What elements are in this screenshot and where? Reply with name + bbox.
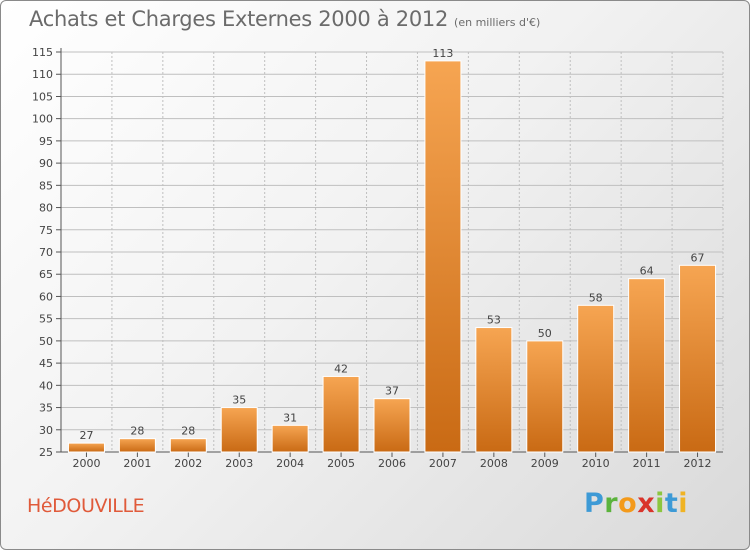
- y-tick-label: 110: [32, 68, 53, 81]
- proxiti-logo: Proxiti: [584, 488, 688, 519]
- bar-2006: [373, 398, 411, 453]
- x-tick-label: 2003: [225, 457, 253, 470]
- bar-2002: [169, 438, 207, 453]
- value-label: 27: [79, 429, 93, 442]
- value-label: 58: [589, 291, 603, 304]
- x-tick-label: 2011: [633, 457, 661, 470]
- x-tick-label: 2009: [531, 457, 559, 470]
- value-label: 28: [181, 425, 195, 438]
- y-tick-label: 95: [39, 135, 53, 148]
- value-label: 64: [640, 265, 654, 278]
- commune-name: HéDOUVILLE: [27, 495, 145, 517]
- y-tick-label: 45: [39, 357, 53, 370]
- value-label: 28: [130, 425, 144, 438]
- y-tick-label: 85: [39, 179, 53, 192]
- value-label: 53: [487, 314, 501, 327]
- y-tick-label: 35: [39, 402, 53, 415]
- x-tick-label: 2012: [684, 457, 712, 470]
- chart-title: Achats et Charges Externes 2000 à 2012 (e…: [29, 7, 540, 31]
- bar-2005: [322, 375, 360, 453]
- y-tick-label: 115: [32, 46, 53, 59]
- logo-letter: i: [655, 488, 665, 519]
- value-label: 113: [432, 47, 453, 60]
- bar-2010: [577, 304, 615, 453]
- bar-2001: [118, 438, 156, 453]
- y-tick-label: 30: [39, 424, 53, 437]
- value-label: 35: [232, 394, 246, 407]
- x-tick-label: 2004: [276, 457, 304, 470]
- bar-2012: [679, 264, 717, 453]
- value-label: 37: [385, 385, 399, 398]
- value-label: 31: [283, 411, 297, 424]
- logo-letter: o: [618, 488, 638, 519]
- y-tick-label: 90: [39, 157, 53, 170]
- y-tick-label: 60: [39, 290, 53, 303]
- axis-layer: 25 30 35 40 45 50 55 60 65 70 75 80 85 90 95 100 105 110 1…: [32, 46, 723, 459]
- bar-2008: [475, 327, 513, 453]
- chart-title-text: Achats et Charges Externes 2000 à 2012: [29, 7, 449, 31]
- bar-2007: [424, 60, 462, 453]
- y-tick-label: 25: [39, 446, 53, 459]
- y-tick-label: 105: [32, 90, 53, 103]
- x-tick-label: 2001: [123, 457, 151, 470]
- y-tick-label: 75: [39, 224, 53, 237]
- logo-letter: r: [604, 488, 619, 519]
- logo-letter: i: [678, 488, 689, 519]
- bar-2003: [220, 407, 258, 453]
- value-label: 50: [538, 327, 552, 340]
- y-tick-label: 40: [39, 379, 53, 392]
- y-tick-label: 55: [39, 313, 53, 326]
- y-tick-label: 70: [39, 246, 53, 259]
- x-tick-label: 2002: [174, 457, 202, 470]
- value-label: 42: [334, 362, 348, 375]
- bar-2009: [526, 340, 564, 453]
- x-tick-label: 2008: [480, 457, 508, 470]
- x-tick-label: 2000: [72, 457, 100, 470]
- y-tick-label: 65: [39, 268, 53, 281]
- chart-unit: (en milliers d'€): [454, 16, 541, 29]
- labels-layer: 27 2000 28 2001 28 2002 35 2003 31 2004 42 2005 37 20…: [72, 47, 711, 470]
- bar-2011: [628, 278, 666, 453]
- x-tick-label: 2005: [327, 457, 355, 470]
- x-tick-label: 2010: [582, 457, 610, 470]
- y-tick-label: 100: [32, 113, 53, 126]
- x-tick-label: 2006: [378, 457, 406, 470]
- logo-letter: t: [664, 488, 679, 519]
- bar-2004: [271, 424, 309, 453]
- value-label: 67: [691, 251, 705, 264]
- bar-2000: [67, 442, 105, 453]
- x-tick-label: 2007: [429, 457, 457, 470]
- logo-letter: P: [584, 488, 605, 519]
- y-tick-label: 50: [39, 335, 53, 348]
- bars-layer: [67, 60, 717, 453]
- logo-letter: x: [637, 488, 656, 519]
- y-tick-label: 80: [39, 202, 53, 215]
